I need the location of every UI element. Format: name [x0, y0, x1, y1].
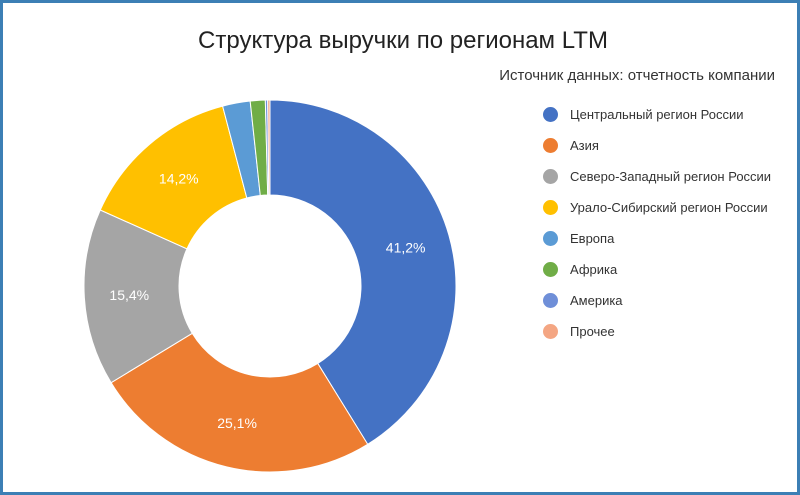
legend-marker-icon: [543, 293, 558, 308]
legend-label: Европа: [570, 231, 615, 246]
data-label-4: 14,2%: [159, 170, 199, 186]
legend-marker-icon: [543, 262, 558, 277]
data-label-1: 41,2%: [386, 240, 426, 256]
legend-label: Урало-Сибирский регион России: [570, 200, 768, 215]
legend-item: Азия: [543, 130, 771, 161]
donut-chart: 41,2% 25,1% 15,4% 14,2%: [83, 99, 457, 473]
legend-label: Азия: [570, 138, 599, 153]
legend-item: Америка: [543, 285, 771, 316]
legend-marker-icon: [543, 231, 558, 246]
donut-slice-2: [110, 332, 369, 473]
legend-label: Африка: [570, 262, 618, 277]
legend-label: Прочее: [570, 324, 615, 339]
legend-item: Европа: [543, 223, 771, 254]
legend-marker-icon: [543, 324, 558, 339]
legend-label: Центральный регион России: [570, 107, 744, 122]
legend-marker-icon: [543, 200, 558, 215]
donut-slice-1: [269, 99, 457, 445]
chart-legend: Центральный регион России Азия Северо-Запа…: [543, 99, 771, 347]
legend-item: Северо-Западный регион России: [543, 161, 771, 192]
chart-title: Структура выручки по регионам LTM: [198, 27, 608, 54]
legend-marker-icon: [543, 138, 558, 153]
legend-marker-icon: [543, 169, 558, 184]
legend-item: Африка: [543, 254, 771, 285]
legend-label: Северо-Западный регион России: [570, 169, 772, 184]
legend-item: Центральный регион России: [543, 99, 771, 130]
legend-label: Америка: [570, 293, 623, 308]
data-label-3: 15,4%: [109, 287, 149, 303]
donut-slice-8: [267, 99, 271, 196]
chart-subtitle: Источник данных: отчетность компании: [499, 67, 775, 84]
legend-item: Урало-Сибирский регион России: [543, 192, 771, 223]
legend-item: Прочее: [543, 316, 771, 347]
data-label-2: 25,1%: [217, 415, 257, 431]
legend-marker-icon: [543, 107, 558, 122]
